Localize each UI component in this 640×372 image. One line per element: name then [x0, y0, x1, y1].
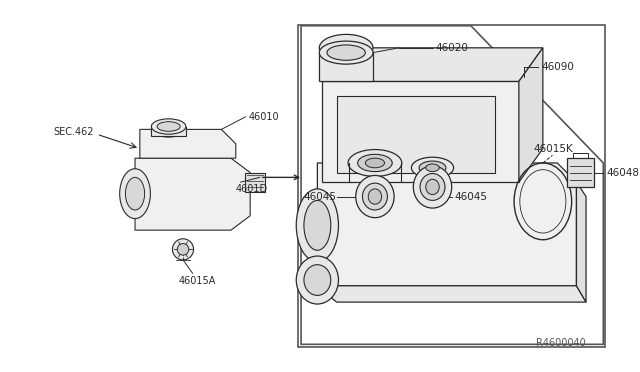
Text: 46015K: 46015K	[533, 144, 573, 154]
Ellipse shape	[327, 45, 365, 60]
Polygon shape	[319, 52, 373, 81]
Ellipse shape	[356, 176, 394, 218]
Polygon shape	[135, 158, 250, 230]
Ellipse shape	[358, 154, 392, 171]
Text: 46010: 46010	[248, 112, 279, 122]
Polygon shape	[317, 286, 586, 302]
Ellipse shape	[319, 34, 373, 61]
Ellipse shape	[413, 166, 452, 208]
Ellipse shape	[177, 244, 189, 255]
Text: 46045: 46045	[304, 192, 337, 202]
Ellipse shape	[420, 173, 445, 201]
Polygon shape	[567, 158, 594, 187]
Ellipse shape	[419, 161, 446, 174]
Ellipse shape	[304, 265, 331, 295]
Polygon shape	[519, 48, 543, 182]
Ellipse shape	[151, 119, 186, 134]
Ellipse shape	[365, 158, 385, 168]
Polygon shape	[322, 81, 519, 182]
Text: 46045: 46045	[454, 192, 488, 202]
Bar	[298, 25, 605, 347]
Text: R4600040: R4600040	[536, 339, 586, 348]
Ellipse shape	[296, 189, 339, 262]
Ellipse shape	[304, 201, 331, 250]
Ellipse shape	[362, 183, 387, 210]
Ellipse shape	[120, 169, 150, 219]
Ellipse shape	[319, 41, 373, 64]
Polygon shape	[151, 126, 186, 136]
Ellipse shape	[157, 122, 180, 131]
Ellipse shape	[125, 177, 145, 210]
Text: 46015A: 46015A	[178, 276, 216, 286]
Bar	[337, 96, 495, 173]
Ellipse shape	[426, 164, 439, 171]
Polygon shape	[577, 182, 586, 302]
Text: 4601D: 4601D	[236, 184, 268, 194]
Text: 46048: 46048	[606, 167, 639, 177]
Ellipse shape	[172, 239, 193, 260]
Ellipse shape	[368, 189, 381, 204]
Text: SEC.462: SEC.462	[54, 127, 94, 137]
Polygon shape	[317, 163, 577, 286]
Polygon shape	[140, 129, 236, 158]
Ellipse shape	[348, 150, 402, 176]
Ellipse shape	[412, 157, 454, 178]
Ellipse shape	[426, 179, 439, 195]
Text: 46020: 46020	[435, 43, 468, 53]
Polygon shape	[322, 48, 543, 81]
Polygon shape	[245, 173, 264, 192]
Polygon shape	[301, 26, 604, 344]
Text: 46090: 46090	[541, 62, 574, 72]
Ellipse shape	[296, 256, 339, 304]
Ellipse shape	[151, 122, 186, 137]
